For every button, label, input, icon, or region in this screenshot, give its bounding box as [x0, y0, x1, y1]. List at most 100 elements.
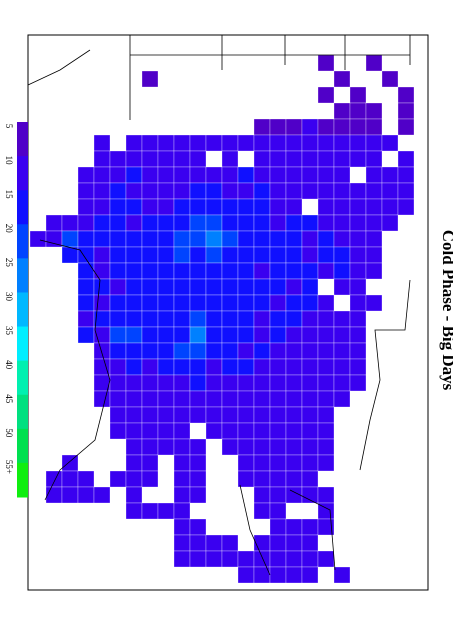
grid-cell — [157, 374, 175, 392]
grid-cell — [221, 230, 239, 248]
grid-cell — [333, 134, 351, 152]
grid-cell — [253, 310, 271, 328]
grid-cell — [77, 294, 95, 312]
grid-cell — [109, 230, 127, 248]
grid-cell — [189, 198, 207, 216]
grid-cell — [205, 310, 223, 328]
grid-cell — [125, 198, 143, 216]
grid-cell — [77, 310, 95, 328]
colorbar-label: 45 — [4, 394, 14, 404]
grid-cell — [253, 246, 271, 264]
grid-cell — [285, 246, 303, 264]
grid-cell — [45, 214, 63, 232]
grid-cell — [237, 438, 255, 456]
grid-cell — [173, 198, 191, 216]
grid-cell — [301, 326, 319, 344]
grid-cell — [221, 294, 239, 312]
grid-cell — [77, 278, 95, 296]
grid-cell — [285, 182, 303, 200]
grid-cell — [125, 134, 143, 152]
grid-cell — [237, 294, 255, 312]
colorbar-label: 5 — [4, 124, 14, 129]
grid-cell — [365, 294, 383, 312]
grid-cell — [349, 342, 367, 360]
grid-cell — [141, 214, 159, 232]
colorbar-label: 30 — [4, 292, 14, 302]
grid-cell — [221, 534, 239, 552]
grid-cell — [141, 230, 159, 248]
grid-cell — [61, 214, 79, 232]
grid-cell — [109, 214, 127, 232]
grid-cell — [29, 230, 47, 248]
grid-cell — [381, 134, 399, 152]
grid-cell — [93, 262, 111, 280]
grid-cell — [349, 118, 367, 136]
grid-cell — [253, 406, 271, 424]
grid-cell — [269, 486, 287, 504]
grid-cell — [269, 566, 287, 584]
grid-cell — [157, 134, 175, 152]
grid-cell — [141, 70, 159, 88]
grid-cell — [333, 566, 351, 584]
grid-cell — [221, 150, 239, 168]
grid-cell — [125, 454, 143, 472]
grid-cell — [237, 246, 255, 264]
grid-cell — [253, 118, 271, 136]
grid-cell — [301, 470, 319, 488]
grid-cell — [109, 470, 127, 488]
colorbar-swatch — [17, 428, 28, 464]
grid-cell — [125, 422, 143, 440]
grid-cell — [397, 166, 415, 184]
grid-cell — [157, 342, 175, 360]
grid-cell — [333, 230, 351, 248]
grid-cell — [365, 262, 383, 280]
grid-cell — [109, 262, 127, 280]
grid-cell — [253, 294, 271, 312]
grid-cell — [285, 118, 303, 136]
grid-cell — [365, 230, 383, 248]
grid-cell — [349, 134, 367, 152]
colorbar-swatch — [17, 360, 28, 396]
grid-cell — [301, 166, 319, 184]
grid-cell — [269, 182, 287, 200]
grid-cell — [349, 86, 367, 104]
grid-cell — [157, 502, 175, 520]
grid-cell — [253, 262, 271, 280]
grid-cell — [253, 470, 271, 488]
grid-cell — [189, 326, 207, 344]
grid-cell — [157, 230, 175, 248]
grid-cell — [269, 406, 287, 424]
grid-cell — [157, 182, 175, 200]
grid-cell — [349, 102, 367, 120]
grid-cell — [157, 326, 175, 344]
grid-cell — [173, 214, 191, 232]
colorbar-label: 25 — [4, 258, 14, 268]
grid-cell — [173, 374, 191, 392]
grid-cell — [237, 230, 255, 248]
grid-cell — [189, 438, 207, 456]
grid-cell — [349, 278, 367, 296]
grid-cell — [365, 134, 383, 152]
grid-cell — [173, 502, 191, 520]
grid-cell — [173, 246, 191, 264]
grid-cell — [109, 278, 127, 296]
grid-cell — [301, 150, 319, 168]
grid-cell — [237, 166, 255, 184]
grid-cell — [253, 150, 271, 168]
grid-cell — [253, 438, 271, 456]
grid-cell — [253, 230, 271, 248]
grid-cell — [189, 246, 207, 264]
grid-cell — [141, 182, 159, 200]
grid-cell — [141, 310, 159, 328]
grid-cell — [189, 150, 207, 168]
grid-cell — [109, 198, 127, 216]
grid-cell — [285, 310, 303, 328]
grid-cell — [173, 406, 191, 424]
grid-cell — [301, 278, 319, 296]
cell-layer — [29, 54, 415, 584]
grid-cell — [301, 454, 319, 472]
grid-cell — [253, 326, 271, 344]
grid-cell — [221, 166, 239, 184]
colorbar-label: 55+ — [4, 460, 14, 474]
grid-cell — [285, 278, 303, 296]
